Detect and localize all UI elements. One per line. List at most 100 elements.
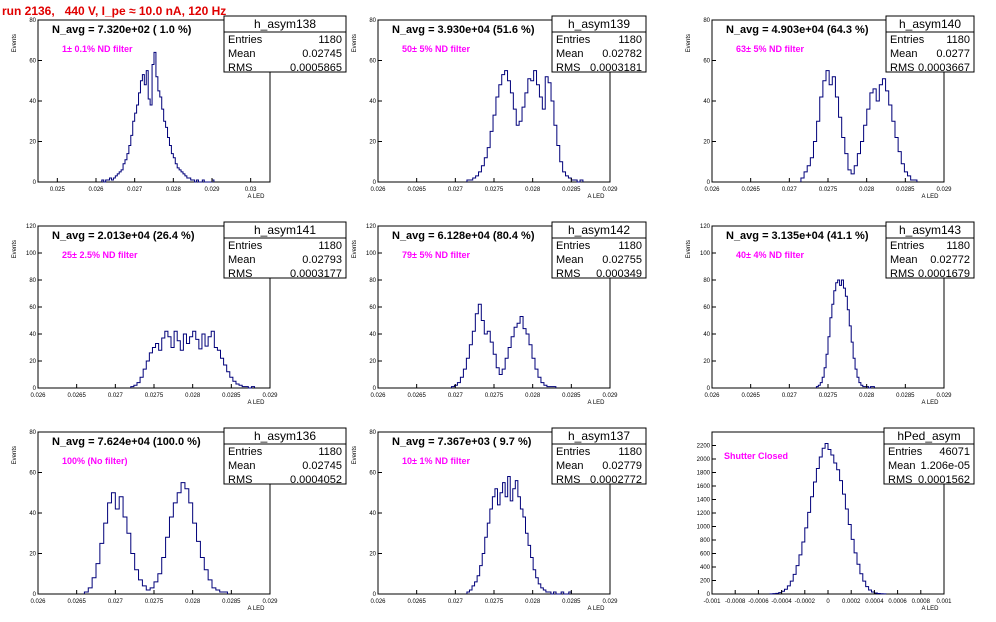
histogram-series bbox=[467, 477, 571, 594]
x-tick-label: 0.027 bbox=[782, 187, 798, 193]
y-axis-label: Events bbox=[686, 240, 692, 258]
y-tick-label: 20 bbox=[369, 359, 376, 365]
x-tick-label: 0.0265 bbox=[407, 187, 426, 193]
stat-key: Entries bbox=[556, 446, 591, 458]
x-tick-label: 0.027 bbox=[108, 599, 124, 605]
x-tick-label: 0.029 bbox=[936, 393, 952, 399]
y-tick-label: 80 bbox=[703, 18, 710, 24]
histogram-name: h_asym143 bbox=[899, 223, 961, 237]
histogram-series bbox=[102, 52, 214, 182]
y-tick-label: 0 bbox=[33, 180, 37, 186]
y-tick-label: 20 bbox=[703, 140, 710, 146]
x-axis-label: A LED bbox=[921, 194, 939, 200]
stat-key: Mean bbox=[228, 460, 256, 472]
y-tick-label: 1800 bbox=[697, 471, 711, 477]
y-tick-label: 60 bbox=[703, 59, 710, 65]
stat-value: 1180 bbox=[618, 34, 642, 46]
stat-key: RMS bbox=[228, 62, 252, 74]
stat-key: Mean bbox=[890, 254, 918, 266]
histogram-name: h_asym140 bbox=[899, 17, 961, 31]
stat-key: Mean bbox=[228, 254, 256, 266]
x-tick-label: 0.0285 bbox=[222, 599, 241, 605]
stat-key: Entries bbox=[556, 240, 591, 252]
stat-key: Mean bbox=[556, 460, 584, 472]
y-axis-label: Events bbox=[352, 240, 358, 258]
histogram-series bbox=[770, 443, 886, 594]
stat-value: 46071 bbox=[939, 446, 970, 458]
x-tick-label: 0.0008 bbox=[912, 599, 931, 605]
y-tick-label: 40 bbox=[29, 99, 36, 105]
y-tick-label: 0 bbox=[373, 592, 377, 598]
stat-value: 0.02782 bbox=[602, 48, 642, 60]
x-tick-label: 0.026 bbox=[704, 393, 720, 399]
filter-annotation: 100% (No filter) bbox=[62, 456, 128, 466]
x-tick-label: 0.0275 bbox=[485, 187, 504, 193]
y-tick-label: 800 bbox=[700, 538, 711, 544]
x-tick-label: 0.0275 bbox=[145, 599, 164, 605]
x-tick-label: -0.0008 bbox=[725, 599, 746, 605]
y-tick-label: 600 bbox=[700, 552, 711, 558]
y-tick-label: 2200 bbox=[697, 444, 711, 450]
x-tick-label: 0.0002 bbox=[842, 599, 861, 605]
y-tick-label: 40 bbox=[369, 332, 376, 338]
filter-annotation: 25± 2.5% ND filter bbox=[62, 250, 138, 260]
y-tick-label: 1400 bbox=[697, 498, 711, 504]
stat-key: Entries bbox=[890, 240, 925, 252]
x-tick-label: 0.0275 bbox=[819, 393, 838, 399]
y-tick-label: 100 bbox=[366, 251, 377, 257]
histogram-series bbox=[451, 304, 555, 388]
y-tick-label: 1000 bbox=[697, 525, 711, 531]
x-tick-label: 0.028 bbox=[859, 187, 875, 193]
x-tick-label: 0.029 bbox=[262, 599, 278, 605]
y-tick-label: 40 bbox=[703, 99, 710, 105]
y-tick-label: 80 bbox=[29, 278, 36, 284]
histogram-series bbox=[816, 280, 874, 388]
x-tick-label: 0.0285 bbox=[562, 393, 581, 399]
stat-value: 0.0005865 bbox=[290, 62, 342, 74]
filter-annotation: 79± 5% ND filter bbox=[402, 250, 470, 260]
stat-key: Entries bbox=[228, 34, 263, 46]
y-tick-label: 120 bbox=[366, 224, 377, 230]
stat-key: Mean bbox=[556, 48, 584, 60]
y-tick-label: 40 bbox=[29, 332, 36, 338]
histogram-name: h_asym139 bbox=[568, 17, 630, 31]
y-tick-label: 20 bbox=[29, 140, 36, 146]
y-tick-label: 100 bbox=[700, 251, 711, 257]
chart-title: N_avg = 7.320e+02 ( 1.0 %) bbox=[52, 24, 192, 36]
filter-annotation: 40± 4% ND filter bbox=[736, 250, 804, 260]
y-tick-label: 120 bbox=[700, 224, 711, 230]
x-tick-label: 0.0275 bbox=[485, 599, 504, 605]
x-axis-label: A LED bbox=[921, 400, 939, 406]
y-tick-label: 1600 bbox=[697, 484, 711, 490]
x-tick-label: 0.028 bbox=[525, 599, 541, 605]
x-tick-label: 0.0275 bbox=[819, 187, 838, 193]
x-tick-label: 0.029 bbox=[936, 187, 952, 193]
y-tick-label: 20 bbox=[369, 140, 376, 146]
x-tick-label: 0.028 bbox=[185, 393, 201, 399]
x-tick-label: -0.0002 bbox=[795, 599, 816, 605]
y-tick-label: 60 bbox=[29, 59, 36, 65]
x-axis-label: A LED bbox=[587, 194, 605, 200]
stat-key: RMS bbox=[888, 474, 912, 486]
y-tick-label: 120 bbox=[26, 224, 37, 230]
x-tick-label: 0.029 bbox=[204, 187, 220, 193]
stat-key: Mean bbox=[888, 460, 916, 472]
histogram-series bbox=[467, 71, 583, 182]
y-tick-label: 40 bbox=[369, 511, 376, 517]
histogram-panel: 0.026 0.0265 0.027 0.0275 0.028 0.0285 0.029 0 2… bbox=[352, 16, 646, 200]
stat-value: 0.0001679 bbox=[918, 268, 970, 280]
x-tick-label: 0.0285 bbox=[896, 393, 915, 399]
y-tick-label: 0 bbox=[33, 386, 37, 392]
x-tick-label: 0.025 bbox=[50, 187, 66, 193]
x-tick-label: 0.0285 bbox=[562, 187, 581, 193]
stat-value: 0.0003667 bbox=[918, 62, 970, 74]
chart-title: N_avg = 4.903e+04 (64.3 %) bbox=[726, 24, 869, 36]
filter-annotation: Shutter Closed bbox=[724, 451, 788, 461]
y-tick-label: 1200 bbox=[697, 511, 711, 517]
stat-value: 0.0277 bbox=[936, 48, 970, 60]
y-tick-label: 0 bbox=[707, 386, 711, 392]
stat-key: Entries bbox=[228, 240, 263, 252]
x-tick-label: -0.001 bbox=[703, 599, 721, 605]
stat-value: 0.0001562 bbox=[918, 474, 970, 486]
y-tick-label: 40 bbox=[703, 332, 710, 338]
